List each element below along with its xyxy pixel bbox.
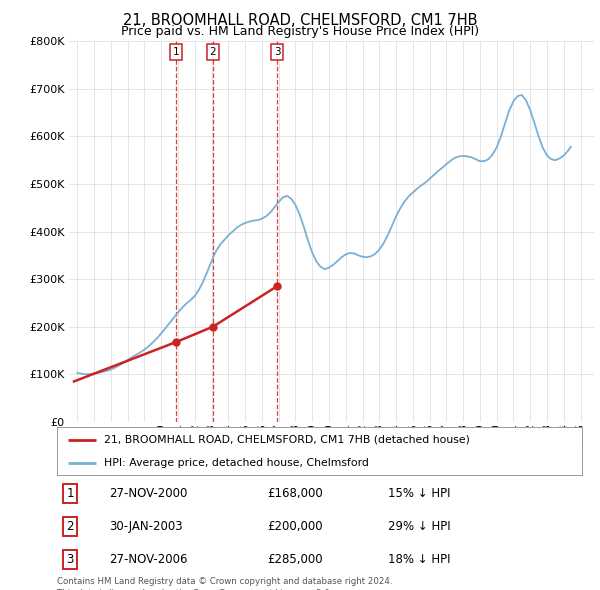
Text: 3: 3 (67, 553, 74, 566)
Text: 1: 1 (67, 487, 74, 500)
Text: 18% ↓ HPI: 18% ↓ HPI (388, 553, 450, 566)
Text: 27-NOV-2000: 27-NOV-2000 (110, 487, 188, 500)
Text: 15% ↓ HPI: 15% ↓ HPI (388, 487, 450, 500)
Text: 29% ↓ HPI: 29% ↓ HPI (388, 520, 451, 533)
Text: 2: 2 (209, 47, 216, 57)
Text: 21, BROOMHALL ROAD, CHELMSFORD, CM1 7HB: 21, BROOMHALL ROAD, CHELMSFORD, CM1 7HB (123, 13, 477, 28)
Text: 21, BROOMHALL ROAD, CHELMSFORD, CM1 7HB (detached house): 21, BROOMHALL ROAD, CHELMSFORD, CM1 7HB … (104, 435, 470, 445)
Text: £285,000: £285,000 (267, 553, 323, 566)
Text: 2: 2 (67, 520, 74, 533)
Text: £200,000: £200,000 (267, 520, 323, 533)
Text: 3: 3 (274, 47, 280, 57)
Text: 27-NOV-2006: 27-NOV-2006 (110, 553, 188, 566)
Text: HPI: Average price, detached house, Chelmsford: HPI: Average price, detached house, Chel… (104, 458, 369, 468)
Text: 30-JAN-2003: 30-JAN-2003 (110, 520, 183, 533)
Text: Contains HM Land Registry data © Crown copyright and database right 2024.
This d: Contains HM Land Registry data © Crown c… (57, 577, 392, 590)
Text: 1: 1 (173, 47, 179, 57)
Text: Price paid vs. HM Land Registry's House Price Index (HPI): Price paid vs. HM Land Registry's House … (121, 25, 479, 38)
Text: £168,000: £168,000 (267, 487, 323, 500)
